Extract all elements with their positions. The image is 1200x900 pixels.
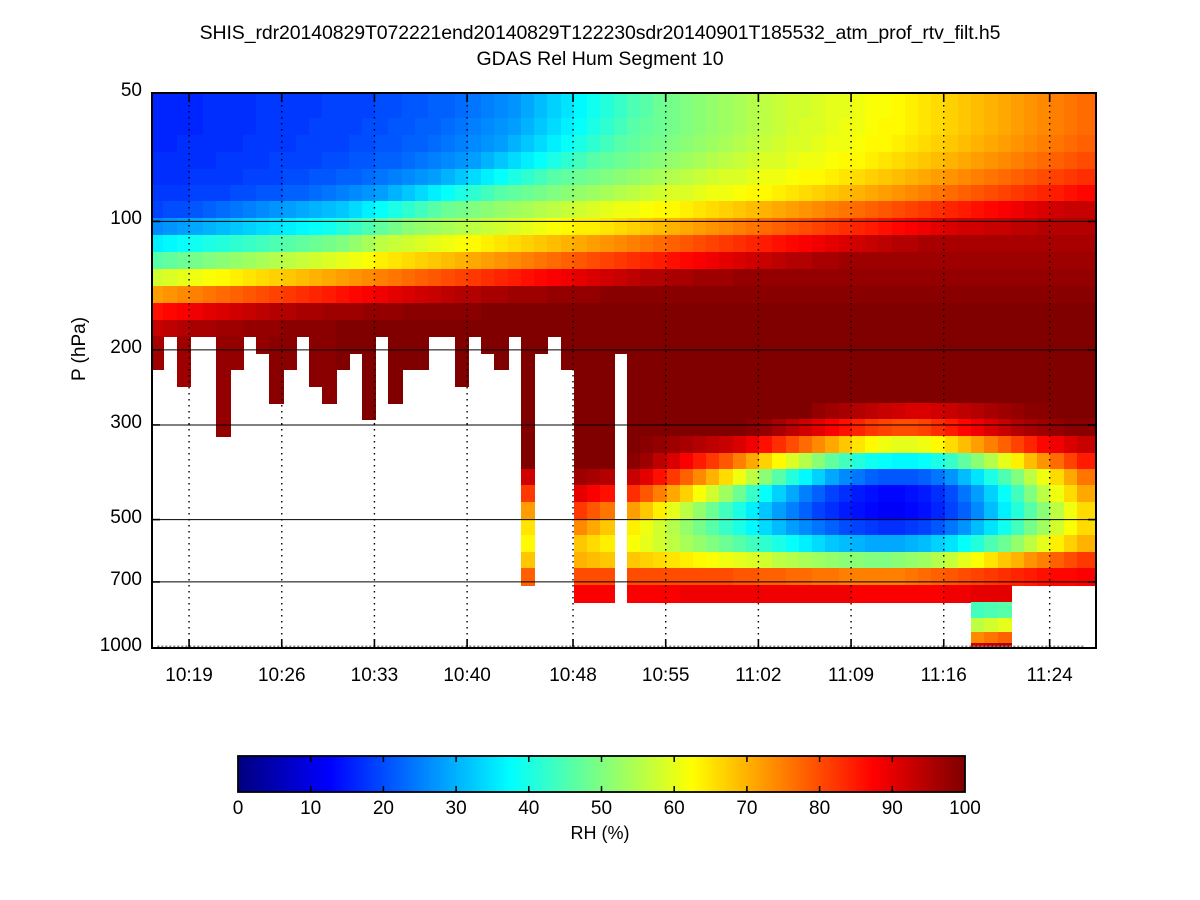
y-axis-label: P (hPa) [69, 316, 90, 382]
figure-title-filename: SHIS_rdr20140829T072221end20140829T12223… [199, 22, 1001, 44]
y-tick-label: 50 [120, 80, 142, 101]
x-tick-label: 10:48 [549, 665, 597, 686]
x-tick-label: 11:24 [1026, 665, 1073, 686]
figure-title: SHIS_rdr20140829T072221end20140829T12223… [0, 20, 1200, 72]
colorbar-tick-label: 0 [232, 798, 244, 819]
colorbar-tick-label: 80 [809, 798, 831, 819]
colorbar-tick-label: 70 [736, 798, 758, 819]
colorbar-tick-label: 90 [881, 798, 903, 819]
y-tick-label: 100 [110, 208, 142, 230]
x-tick-label: 11:16 [920, 665, 967, 686]
x-tick-label: 11:02 [735, 665, 782, 686]
colorbar-tick-label: 40 [518, 798, 540, 819]
y-tick-label: 700 [110, 568, 142, 590]
colorbar-tick-label: 20 [372, 798, 394, 819]
colorbar-tick-label: 30 [445, 798, 467, 819]
y-tick-label: 1000 [99, 635, 142, 656]
colorbar-tick-label: 10 [300, 798, 322, 819]
x-tick-label: 10:19 [165, 665, 213, 686]
x-tick-label: 10:40 [443, 665, 491, 686]
y-tick-label: 300 [110, 411, 142, 433]
colorbar-tick-label: 50 [590, 798, 613, 819]
colorbar-tick-label: 100 [949, 798, 981, 819]
x-tick-label: 10:33 [350, 665, 399, 686]
figure-title-subtitle: GDAS Rel Hum Segment 10 [476, 48, 724, 70]
colorbar-title: RH (%) [570, 823, 630, 843]
x-tick-label: 10:26 [257, 665, 306, 686]
x-tick-label: 11:09 [827, 665, 875, 686]
y-tick-label: 200 [110, 336, 142, 358]
heatmap-plot-area [152, 93, 1096, 648]
x-tick-label: 10:55 [641, 665, 690, 686]
colorbar-tick-label: 60 [663, 798, 685, 819]
colorbar [238, 756, 965, 792]
y-tick-label: 500 [110, 506, 142, 528]
